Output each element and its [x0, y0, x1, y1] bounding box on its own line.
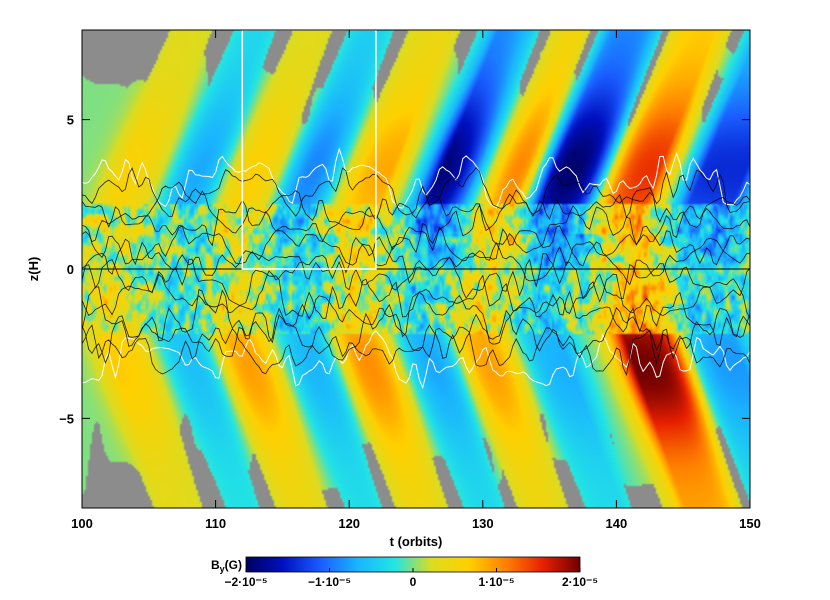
x-axis-label: t (orbits): [390, 534, 443, 549]
colorbar-label: By(G): [211, 558, 242, 574]
contour-lines: [82, 147, 750, 390]
black-contour-5: [82, 253, 750, 311]
y-axis-label: z(H): [26, 257, 41, 282]
colorbar-tick-label: 2·10⁻⁵: [562, 575, 598, 589]
colorbar: By(G) −2·10⁻⁵ −1·10⁻⁵ 0 1·10⁻⁵ 2·10⁻⁵: [211, 556, 598, 589]
x-tick-label: 100: [71, 516, 93, 531]
colorbar-ticks: −2·10⁻⁵ −1·10⁻⁵ 0 1·10⁻⁵ 2·10⁻⁵: [225, 568, 598, 589]
x-axis: 100 110 120 130 140 150: [71, 30, 761, 531]
colorbar-tick-label: −1·10⁻⁵: [308, 575, 351, 589]
black-contour-1: [82, 181, 750, 234]
colorbar-tick-label: 1·10⁻⁵: [479, 575, 515, 589]
y-tick-label: 5: [67, 113, 74, 128]
black-contour-4: [82, 236, 750, 286]
x-tick-label: 140: [606, 516, 628, 531]
black-contour-2: [82, 199, 750, 254]
black-contour-0: [82, 166, 750, 217]
black-contour-8: [82, 303, 750, 365]
x-tick-label: 110: [205, 516, 226, 531]
white-contour-upper: [82, 147, 750, 209]
black-contour-3: [82, 223, 750, 267]
plot-area: [81, 29, 751, 509]
black-contour-9: [82, 324, 750, 376]
y-tick-label: 0: [67, 262, 74, 277]
colorbar-tick-label: −2·10⁻⁵: [225, 575, 268, 589]
y-axis: −5 0 5: [59, 113, 750, 426]
x-tick-label: 130: [472, 516, 494, 531]
y-tick-label: −5: [59, 411, 74, 426]
colorbar-tick-label: 0: [410, 575, 417, 589]
x-tick-label: 150: [739, 516, 761, 531]
black-contour-6: [82, 269, 750, 319]
x-tick-label: 120: [338, 516, 360, 531]
